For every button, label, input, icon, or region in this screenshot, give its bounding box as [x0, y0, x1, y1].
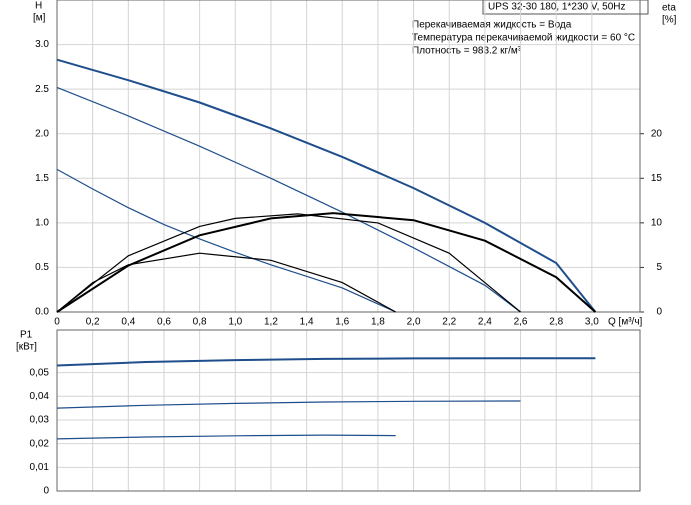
y2-tick-label: 5	[656, 262, 662, 273]
curve	[56, 168, 396, 313]
x-tick-label: 0,8	[193, 317, 207, 328]
x-tick-label: 1,8	[371, 317, 385, 328]
plot-frame	[56, 329, 641, 492]
y2-axis-unit: [%]	[662, 15, 677, 26]
y-tick-label: 3.0	[35, 39, 49, 50]
x-tick-label: 2,6	[514, 317, 528, 328]
x-tick-label: 0,2	[86, 317, 100, 328]
y2-axis-label: eta	[662, 3, 676, 14]
x-tick-label: 2,4	[478, 317, 492, 328]
x-tick-label: 1,2	[264, 317, 278, 328]
curve	[56, 213, 521, 313]
curve	[56, 434, 396, 440]
y-tick-label: 0,03	[30, 415, 50, 426]
info-line: Плотность = 983.2 кг/м³	[412, 46, 522, 57]
info-line: Перекачиваемая жидкость = Вода	[412, 20, 572, 31]
y2-tick-label: 0	[656, 307, 662, 318]
y-axis-unit: [кВт]	[16, 342, 37, 353]
curve	[56, 212, 597, 313]
info-line: Температура перекачиваемой жидкости = 60…	[412, 33, 635, 44]
y2-tick-label: 20	[651, 128, 663, 139]
x-tick-label: 2,8	[549, 317, 563, 328]
curve	[56, 58, 597, 313]
y-axis-label: H	[35, 1, 42, 12]
curve	[56, 400, 521, 409]
y-axis-unit: [м]	[33, 13, 46, 24]
y-tick-label: 1.5	[35, 173, 49, 184]
y-tick-label: 0,04	[30, 391, 50, 402]
x-tick-label: 0,6	[157, 317, 171, 328]
y-tick-label: 0,01	[30, 462, 50, 473]
y-axis-label: P1	[20, 330, 33, 341]
y2-tick-label: 15	[651, 173, 663, 184]
x-tick-label: 1,6	[335, 317, 349, 328]
y-tick-label: 0,05	[30, 367, 50, 378]
x-tick-label: 1,0	[228, 317, 242, 328]
y2-tick-label: 10	[651, 217, 663, 228]
x-axis-label: Q [м³/ч]	[608, 317, 643, 328]
x-tick-label: 2,2	[442, 317, 456, 328]
plot-frame	[56, 0, 641, 313]
info-title: UPS 32-30 180, 1*230 V, 50Hz	[488, 2, 626, 13]
x-tick-label: 0,4	[121, 317, 135, 328]
x-tick-label: 1,4	[300, 317, 314, 328]
x-tick-label: 0	[54, 317, 60, 328]
y-tick-label: 2.5	[35, 84, 49, 95]
x-tick-label: 2,0	[407, 317, 421, 328]
y-tick-label: 0.0	[35, 307, 49, 318]
x-tick-label: 3,0	[585, 317, 599, 328]
info-box	[482, 0, 649, 15]
curve	[56, 357, 596, 367]
y-tick-label: 1.0	[35, 217, 49, 228]
curve	[56, 252, 396, 313]
y-tick-label: 0.5	[35, 262, 49, 273]
y-tick-label: 2.0	[35, 128, 49, 139]
y-tick-label: 0	[43, 486, 49, 497]
curve	[56, 86, 521, 313]
y-tick-label: 0,02	[30, 438, 50, 449]
